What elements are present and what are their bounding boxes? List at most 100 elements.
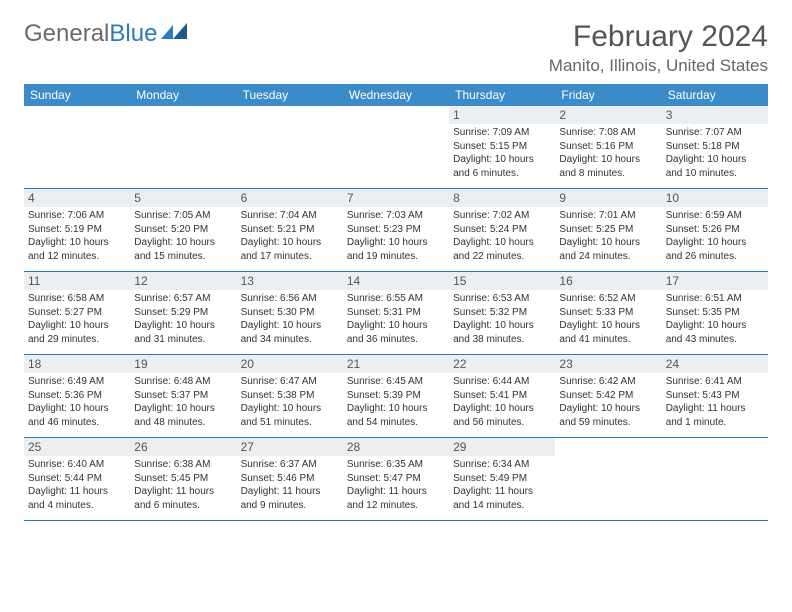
weekday-header: Sunday Monday Tuesday Wednesday Thursday… xyxy=(24,84,768,106)
day-cell-empty xyxy=(130,106,236,188)
logo: GeneralBlue xyxy=(24,20,189,48)
sunset-text: Sunset: 5:33 PM xyxy=(559,306,657,320)
sunrise-text: Sunrise: 6:40 AM xyxy=(28,458,126,472)
daylight-text: and 54 minutes. xyxy=(347,416,445,430)
sunset-text: Sunset: 5:15 PM xyxy=(453,140,551,154)
day-cell: 22Sunrise: 6:44 AMSunset: 5:41 PMDayligh… xyxy=(449,355,555,437)
day-number: 29 xyxy=(449,438,555,456)
sunset-text: Sunset: 5:46 PM xyxy=(241,472,339,486)
logo-text-1: General xyxy=(24,20,109,48)
daylight-text: Daylight: 10 hours xyxy=(28,402,126,416)
weekday-label: Thursday xyxy=(449,84,555,106)
day-number: 12 xyxy=(130,272,236,290)
sunrise-text: Sunrise: 6:51 AM xyxy=(666,292,764,306)
sunrise-text: Sunrise: 6:45 AM xyxy=(347,375,445,389)
sunset-text: Sunset: 5:38 PM xyxy=(241,389,339,403)
sunrise-text: Sunrise: 6:49 AM xyxy=(28,375,126,389)
sunset-text: Sunset: 5:43 PM xyxy=(666,389,764,403)
calendar-week: 25Sunrise: 6:40 AMSunset: 5:44 PMDayligh… xyxy=(24,438,768,521)
sunset-text: Sunset: 5:18 PM xyxy=(666,140,764,154)
sunset-text: Sunset: 5:30 PM xyxy=(241,306,339,320)
day-cell-empty xyxy=(237,106,343,188)
day-cell: 1Sunrise: 7:09 AMSunset: 5:15 PMDaylight… xyxy=(449,106,555,188)
day-number: 17 xyxy=(662,272,768,290)
day-number: 22 xyxy=(449,355,555,373)
daylight-text: and 34 minutes. xyxy=(241,333,339,347)
sunset-text: Sunset: 5:19 PM xyxy=(28,223,126,237)
sunrise-text: Sunrise: 7:04 AM xyxy=(241,209,339,223)
day-number: 13 xyxy=(237,272,343,290)
sunset-text: Sunset: 5:25 PM xyxy=(559,223,657,237)
daylight-text: and 12 minutes. xyxy=(347,499,445,513)
day-cell-empty xyxy=(555,438,661,520)
daylight-text: Daylight: 10 hours xyxy=(347,402,445,416)
day-cell: 2Sunrise: 7:08 AMSunset: 5:16 PMDaylight… xyxy=(555,106,661,188)
daylight-text: and 1 minute. xyxy=(666,416,764,430)
logo-text-2: Blue xyxy=(109,20,157,48)
day-cell-empty xyxy=(24,106,130,188)
day-cell: 21Sunrise: 6:45 AMSunset: 5:39 PMDayligh… xyxy=(343,355,449,437)
day-number: 19 xyxy=(130,355,236,373)
daylight-text: Daylight: 10 hours xyxy=(134,319,232,333)
day-cell: 18Sunrise: 6:49 AMSunset: 5:36 PMDayligh… xyxy=(24,355,130,437)
sunset-text: Sunset: 5:36 PM xyxy=(28,389,126,403)
daylight-text: and 46 minutes. xyxy=(28,416,126,430)
daylight-text: Daylight: 10 hours xyxy=(559,402,657,416)
day-number: 26 xyxy=(130,438,236,456)
day-cell: 3Sunrise: 7:07 AMSunset: 5:18 PMDaylight… xyxy=(662,106,768,188)
weekday-label: Wednesday xyxy=(343,84,449,106)
daylight-text: Daylight: 10 hours xyxy=(666,236,764,250)
day-cell: 25Sunrise: 6:40 AMSunset: 5:44 PMDayligh… xyxy=(24,438,130,520)
day-number: 11 xyxy=(24,272,130,290)
sunrise-text: Sunrise: 7:03 AM xyxy=(347,209,445,223)
sunset-text: Sunset: 5:29 PM xyxy=(134,306,232,320)
day-cell: 24Sunrise: 6:41 AMSunset: 5:43 PMDayligh… xyxy=(662,355,768,437)
daylight-text: and 43 minutes. xyxy=(666,333,764,347)
day-cell: 20Sunrise: 6:47 AMSunset: 5:38 PMDayligh… xyxy=(237,355,343,437)
weekday-label: Saturday xyxy=(662,84,768,106)
day-number: 23 xyxy=(555,355,661,373)
day-number: 24 xyxy=(662,355,768,373)
daylight-text: Daylight: 11 hours xyxy=(134,485,232,499)
daylight-text: and 12 minutes. xyxy=(28,250,126,264)
day-number: 8 xyxy=(449,189,555,207)
daylight-text: and 26 minutes. xyxy=(666,250,764,264)
sunset-text: Sunset: 5:21 PM xyxy=(241,223,339,237)
daylight-text: and 24 minutes. xyxy=(559,250,657,264)
sunrise-text: Sunrise: 7:05 AM xyxy=(134,209,232,223)
daylight-text: and 6 minutes. xyxy=(134,499,232,513)
day-cell: 19Sunrise: 6:48 AMSunset: 5:37 PMDayligh… xyxy=(130,355,236,437)
daylight-text: and 48 minutes. xyxy=(134,416,232,430)
sunset-text: Sunset: 5:23 PM xyxy=(347,223,445,237)
daylight-text: and 6 minutes. xyxy=(453,167,551,181)
daylight-text: Daylight: 10 hours xyxy=(28,319,126,333)
day-cell: 6Sunrise: 7:04 AMSunset: 5:21 PMDaylight… xyxy=(237,189,343,271)
daylight-text: and 41 minutes. xyxy=(559,333,657,347)
daylight-text: Daylight: 10 hours xyxy=(241,236,339,250)
daylight-text: Daylight: 10 hours xyxy=(666,153,764,167)
day-number: 3 xyxy=(662,106,768,124)
sunset-text: Sunset: 5:47 PM xyxy=(347,472,445,486)
day-number: 7 xyxy=(343,189,449,207)
daylight-text: and 36 minutes. xyxy=(347,333,445,347)
day-cell: 11Sunrise: 6:58 AMSunset: 5:27 PMDayligh… xyxy=(24,272,130,354)
sunset-text: Sunset: 5:45 PM xyxy=(134,472,232,486)
sunset-text: Sunset: 5:44 PM xyxy=(28,472,126,486)
sunrise-text: Sunrise: 7:02 AM xyxy=(453,209,551,223)
daylight-text: and 29 minutes. xyxy=(28,333,126,347)
daylight-text: Daylight: 10 hours xyxy=(241,402,339,416)
daylight-text: Daylight: 10 hours xyxy=(559,236,657,250)
daylight-text: and 51 minutes. xyxy=(241,416,339,430)
day-number: 2 xyxy=(555,106,661,124)
day-cell: 27Sunrise: 6:37 AMSunset: 5:46 PMDayligh… xyxy=(237,438,343,520)
daylight-text: and 59 minutes. xyxy=(559,416,657,430)
sunrise-text: Sunrise: 6:52 AM xyxy=(559,292,657,306)
day-number: 9 xyxy=(555,189,661,207)
sunrise-text: Sunrise: 6:55 AM xyxy=(347,292,445,306)
logo-icon xyxy=(161,20,189,48)
day-number: 10 xyxy=(662,189,768,207)
weekday-label: Friday xyxy=(555,84,661,106)
daylight-text: and 10 minutes. xyxy=(666,167,764,181)
daylight-text: and 8 minutes. xyxy=(559,167,657,181)
sunrise-text: Sunrise: 6:41 AM xyxy=(666,375,764,389)
